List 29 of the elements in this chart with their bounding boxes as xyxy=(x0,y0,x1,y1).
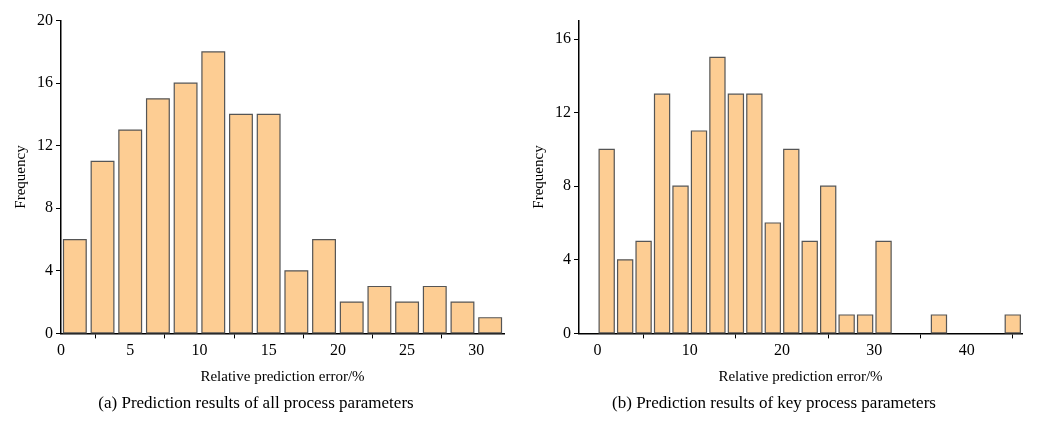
y-tick-label: 4 xyxy=(563,250,571,267)
y-tick-label: 20 xyxy=(37,10,53,28)
x-tick-label: 5 xyxy=(126,341,135,359)
y-axis-title: Frequency xyxy=(529,144,546,209)
x-tick-label: 30 xyxy=(866,341,883,359)
x-tick-label: 10 xyxy=(681,341,698,359)
y-tick-label: 8 xyxy=(45,198,53,216)
y-tick-label: 0 xyxy=(45,323,53,341)
x-tick-label: 20 xyxy=(774,341,791,359)
text: (a) Prediction results of all process parameters xyxy=(98,393,414,413)
x-axis-title: Relative prediction error/% xyxy=(718,367,883,384)
y-tick-label: 16 xyxy=(555,29,571,47)
y-tick-label: 12 xyxy=(555,102,571,120)
x-tick-label: 40 xyxy=(958,341,975,359)
x-tick-label: 25 xyxy=(399,341,416,359)
y-tick-label: 16 xyxy=(37,73,53,91)
y-axis-title: Frequency xyxy=(11,144,28,209)
y-tick-label: 8 xyxy=(563,176,571,194)
y-tick-label: 0 xyxy=(563,323,571,341)
x-tick-label: 15 xyxy=(260,341,277,359)
x-tick-label: 0 xyxy=(57,341,65,359)
x-tick-label: 30 xyxy=(468,341,485,359)
x-tick-label: 10 xyxy=(191,341,208,359)
x-tick-label: 0 xyxy=(593,341,602,359)
y-tick-label: 4 xyxy=(45,261,53,279)
x-tick-label: 20 xyxy=(329,341,346,359)
text: (b) Prediction results of key process parameters xyxy=(612,393,936,413)
y-tick-label: 12 xyxy=(37,135,53,153)
x-axis-title: Relative prediction error/% xyxy=(200,367,365,384)
